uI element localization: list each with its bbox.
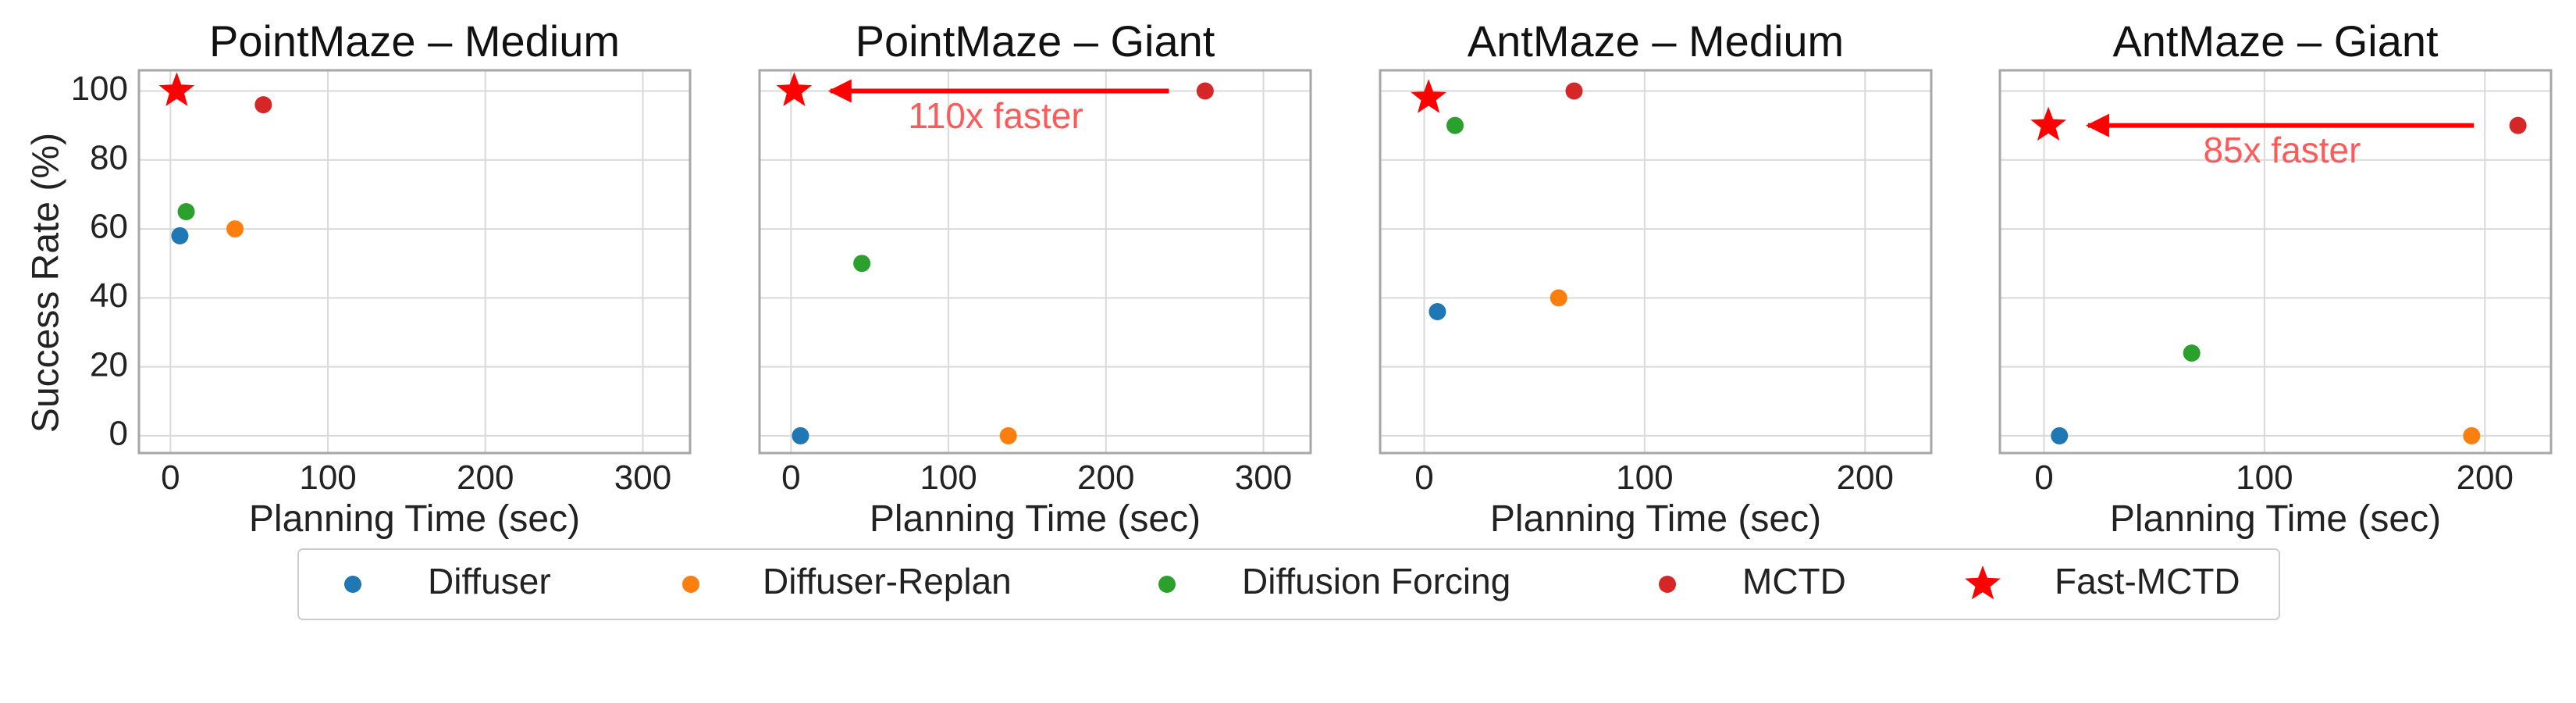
y-tick-label: 80 <box>90 138 128 177</box>
x-tick-label: 0 <box>161 459 180 497</box>
speedup-annotation: 85x faster <box>2203 130 2361 170</box>
plot-frame <box>758 69 1312 455</box>
x-tick-label: 300 <box>614 459 671 497</box>
plot-frame <box>1998 69 2553 455</box>
point-fast-mctd <box>158 72 195 106</box>
legend: Diffuser Diffuser-Replan Diffusion Forci… <box>297 548 2280 620</box>
point-diffuser-replan <box>999 426 1017 444</box>
x-tick-label: 0 <box>1414 459 1433 497</box>
y-tick-label: 0 <box>109 415 128 453</box>
legend-item-diffuser-replan: Diffuser-Replan <box>682 561 1012 601</box>
point-mctd <box>2509 116 2527 134</box>
point-diffusion-forcing <box>853 255 871 273</box>
plot-area <box>139 70 690 453</box>
x-tick-label: 0 <box>2034 459 2053 497</box>
y-axis-label: Success Rate (%) <box>26 133 67 433</box>
x-tick-label: 200 <box>1837 459 1894 497</box>
speedup-annotation: 110x faster <box>908 95 1083 136</box>
x-axis-label: Planning Time (sec) <box>2110 498 2441 540</box>
point-diffuser <box>1429 303 1446 321</box>
legend-label-fast-mctd: Fast-MCTD <box>2055 561 2240 601</box>
legend-marker-mctd <box>1659 576 1676 593</box>
plot-frame <box>1379 69 1933 455</box>
x-tick-label: 100 <box>2236 459 2293 497</box>
plot-area <box>760 70 1311 453</box>
y-tick-label: 100 <box>71 70 128 108</box>
point-diffuser <box>171 227 189 244</box>
panel-antmaze-medium: AntMaze – Medium 0 100 200 Planning Time (se… <box>1379 16 1933 540</box>
panel-title: AntMaze – Medium <box>1468 16 1844 66</box>
legend-item-diffusion-forcing: Diffusion Forcing <box>1158 561 1510 601</box>
panel-title: PointMaze – Giant <box>856 16 1215 66</box>
x-tick-label: 300 <box>1235 459 1292 497</box>
point-diffusion-forcing <box>2183 344 2201 362</box>
point-diffuser <box>2051 426 2069 444</box>
legend-label-mctd: MCTD <box>1742 561 1846 601</box>
y-tick-label: 40 <box>90 277 128 315</box>
x-tick-label: 0 <box>781 459 800 497</box>
legend-marker-fast-mctd <box>1965 566 2001 600</box>
x-tick-label: 100 <box>299 459 356 497</box>
legend-label-diffuser-replan: Diffuser-Replan <box>763 561 1012 601</box>
plot-frame <box>137 69 692 455</box>
x-axis-label: Planning Time (sec) <box>249 498 580 540</box>
panel-pointmaze-giant: PointMaze – Giant 0 100 200 300 Planning Time… <box>758 16 1312 540</box>
x-tick-label: 100 <box>920 459 977 497</box>
panel-title: AntMaze – Giant <box>2112 16 2439 66</box>
plot-area <box>1380 70 1931 453</box>
legend-marker-diffuser-replan <box>682 576 699 593</box>
point-diffuser-replan <box>2463 426 2481 444</box>
x-tick-label: 200 <box>457 459 514 497</box>
legend-item-mctd: MCTD <box>1659 561 1846 601</box>
legend-label-diffuser: Diffuser <box>428 561 551 601</box>
y-tick-label: 20 <box>90 345 128 384</box>
point-mctd <box>1565 82 1583 100</box>
legend-marker-diffusion-forcing <box>1158 576 1176 593</box>
x-axis-label: Planning Time (sec) <box>1490 498 1821 540</box>
legend-label-diffusion-forcing: Diffusion Forcing <box>1242 561 1510 601</box>
point-diffusion-forcing <box>1446 116 1464 134</box>
point-fast-mctd <box>2030 106 2066 141</box>
point-diffuser-replan <box>1550 289 1567 307</box>
x-tick-label: 200 <box>1077 459 1134 497</box>
point-mctd <box>254 96 272 114</box>
x-tick-label: 200 <box>2457 459 2514 497</box>
panel-antmaze-giant: AntMaze – Giant 0 100 200 Planning Time (sec… <box>1998 16 2553 540</box>
point-diffuser-replan <box>226 220 244 238</box>
point-diffuser <box>792 426 809 444</box>
point-fast-mctd <box>1411 79 1446 113</box>
legend-item-diffuser: Diffuser <box>344 561 551 601</box>
x-tick-label: 100 <box>1616 459 1673 497</box>
point-fast-mctd <box>776 72 813 106</box>
point-diffusion-forcing <box>177 202 195 220</box>
point-mctd <box>1196 82 1214 100</box>
panel-title: PointMaze – Medium <box>209 16 620 66</box>
legend-frame <box>297 548 2280 620</box>
legend-item-fast-mctd: Fast-MCTD <box>1965 561 2240 601</box>
y-tick-label: 60 <box>90 208 128 246</box>
x-axis-label: Planning Time (sec) <box>870 498 1201 540</box>
legend-marker-diffuser <box>344 576 361 593</box>
